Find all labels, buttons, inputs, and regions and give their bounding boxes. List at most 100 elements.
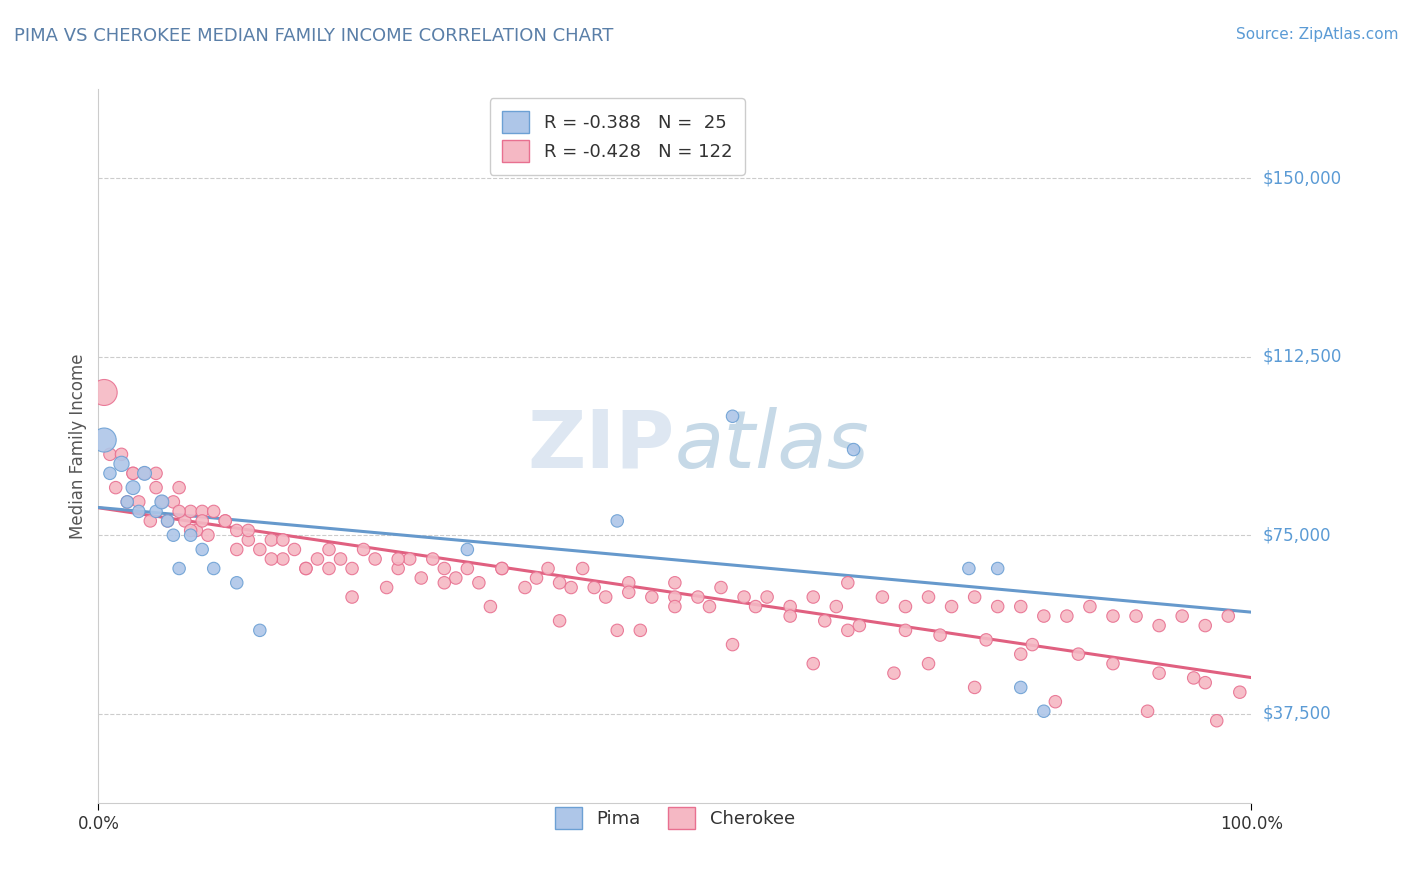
Point <box>202 561 225 575</box>
Point <box>664 575 686 590</box>
Point <box>468 575 491 590</box>
Point <box>225 524 247 538</box>
Point <box>537 561 560 575</box>
Point <box>117 495 139 509</box>
Point <box>104 481 127 495</box>
Point <box>1032 704 1054 718</box>
Point <box>134 467 156 481</box>
Point <box>387 552 409 566</box>
Point <box>733 590 755 604</box>
Point <box>987 599 1010 614</box>
Point <box>260 533 283 547</box>
Point <box>340 590 363 604</box>
Point <box>548 575 571 590</box>
Point <box>411 571 433 585</box>
Text: PIMA VS CHEROKEE MEDIAN FAMILY INCOME CORRELATION CHART: PIMA VS CHEROKEE MEDIAN FAMILY INCOME CO… <box>14 27 613 45</box>
Point <box>479 599 502 614</box>
Point <box>307 552 329 566</box>
Point <box>191 514 214 528</box>
Point <box>837 624 859 638</box>
Point <box>98 467 121 481</box>
Point <box>156 514 179 528</box>
Point <box>1078 599 1101 614</box>
Point <box>444 571 467 585</box>
Point <box>353 542 375 557</box>
Point <box>180 528 202 542</box>
Point <box>340 561 363 575</box>
Point <box>491 561 513 575</box>
Point <box>197 528 219 542</box>
Point <box>110 457 132 471</box>
Point <box>1056 609 1078 624</box>
Point <box>941 599 963 614</box>
Point <box>664 590 686 604</box>
Point <box>1125 609 1147 624</box>
Point <box>513 581 536 595</box>
Point <box>1229 685 1251 699</box>
Point <box>848 618 870 632</box>
Text: Source: ZipAtlas.com: Source: ZipAtlas.com <box>1236 27 1399 42</box>
Y-axis label: Median Family Income: Median Family Income <box>69 353 87 539</box>
Point <box>117 495 139 509</box>
Point <box>167 504 190 518</box>
Point <box>456 561 478 575</box>
Point <box>872 590 894 604</box>
Point <box>721 638 744 652</box>
Point <box>1205 714 1227 728</box>
Point <box>917 590 939 604</box>
Point <box>756 590 779 604</box>
Point <box>122 467 145 481</box>
Point <box>387 561 409 575</box>
Point <box>606 624 628 638</box>
Point <box>225 542 247 557</box>
Point <box>779 599 801 614</box>
Point <box>156 514 179 528</box>
Point <box>1102 657 1125 671</box>
Text: $37,500: $37,500 <box>1263 705 1331 723</box>
Point <box>801 590 824 604</box>
Point <box>122 467 145 481</box>
Point <box>1010 599 1032 614</box>
Point <box>174 514 197 528</box>
Point <box>963 681 986 695</box>
Point <box>710 581 733 595</box>
Point <box>526 571 548 585</box>
Point <box>162 495 184 509</box>
Point <box>974 632 997 647</box>
Point <box>139 514 162 528</box>
Point <box>1147 666 1170 681</box>
Point <box>1182 671 1205 685</box>
Point <box>238 524 260 538</box>
Point <box>548 614 571 628</box>
Point <box>249 542 271 557</box>
Point <box>271 552 294 566</box>
Point <box>814 614 837 628</box>
Point <box>134 467 156 481</box>
Point <box>214 514 236 528</box>
Point <box>329 552 352 566</box>
Point <box>606 514 628 528</box>
Point <box>122 481 145 495</box>
Point <box>128 495 150 509</box>
Point <box>917 657 939 671</box>
Point <box>180 504 202 518</box>
Point <box>145 504 167 518</box>
Point <box>1021 638 1043 652</box>
Point <box>617 585 640 599</box>
Point <box>295 561 318 575</box>
Point <box>295 561 318 575</box>
Point <box>202 504 225 518</box>
Point <box>664 599 686 614</box>
Point <box>110 447 132 461</box>
Point <box>167 561 190 575</box>
Point <box>98 447 121 461</box>
Legend: Pima, Cherokee: Pima, Cherokee <box>541 793 808 844</box>
Point <box>318 561 340 575</box>
Point <box>128 504 150 518</box>
Point <box>1194 618 1216 632</box>
Point <box>894 599 917 614</box>
Text: $75,000: $75,000 <box>1263 526 1331 544</box>
Point <box>191 542 214 557</box>
Point <box>260 552 283 566</box>
Point <box>1136 704 1159 718</box>
